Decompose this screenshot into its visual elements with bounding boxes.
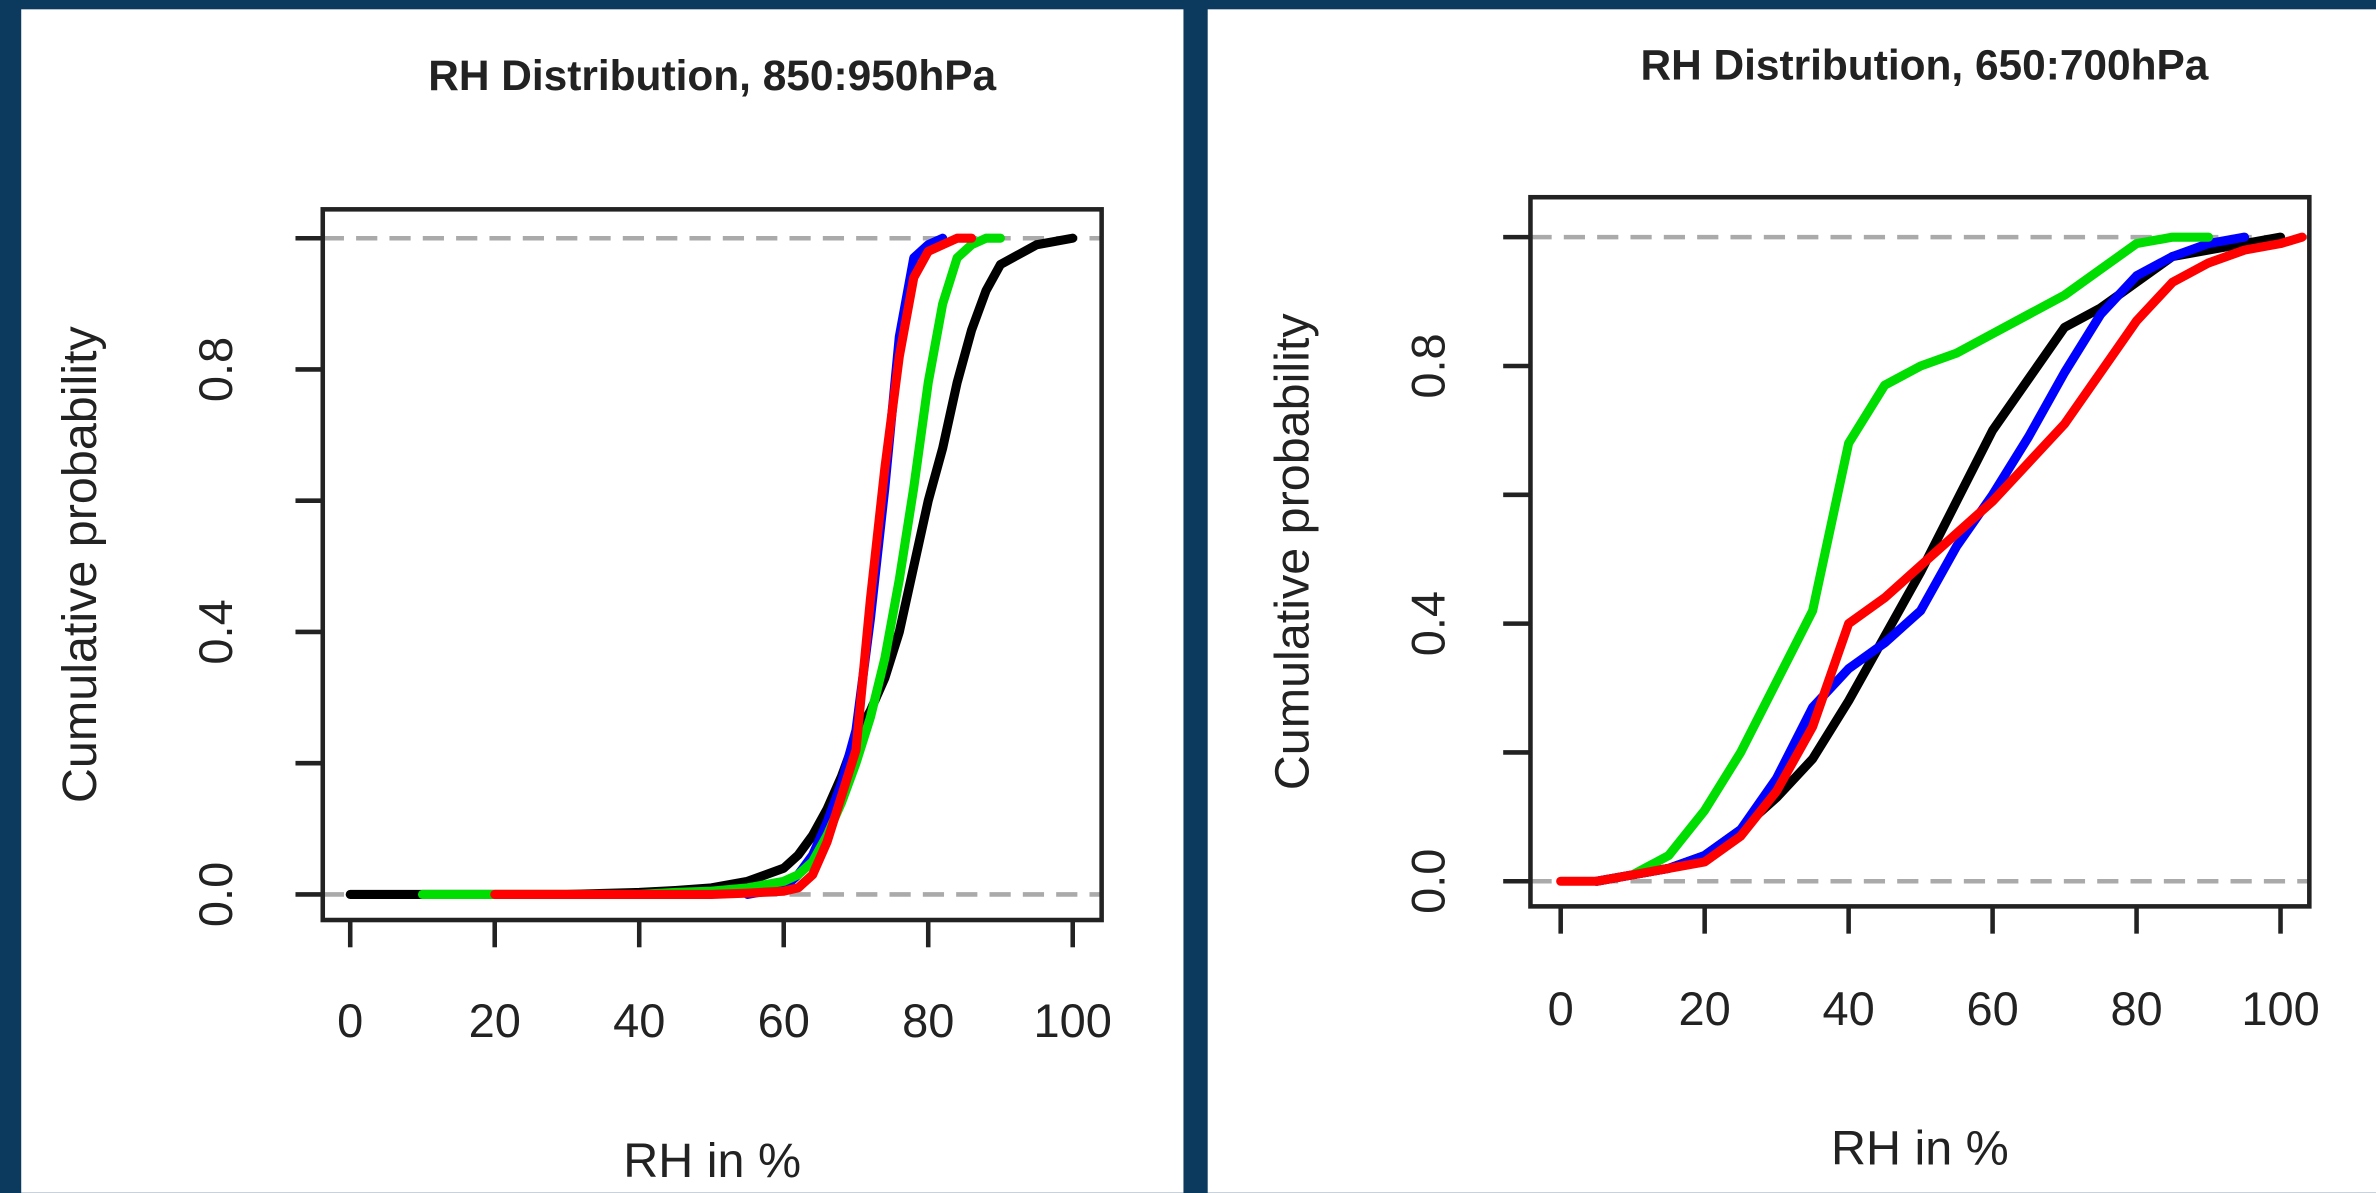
x-tick-label: 100 — [1034, 994, 1112, 1047]
x-tick-label: 20 — [469, 994, 521, 1047]
y-tick-label: 0.4 — [189, 599, 242, 664]
plot-box — [1528, 194, 2312, 909]
y-axis-label: Cumulative probability — [53, 326, 107, 804]
chart-title: RH Distribution, 650:700hPa — [1640, 42, 2208, 89]
x-tick-label: 60 — [758, 994, 810, 1047]
x-tick-label: 80 — [902, 994, 954, 1047]
x-tick-label: 80 — [2110, 982, 2162, 1035]
x-axis-label: RH in % — [1831, 1122, 2009, 1176]
panel — [1207, 9, 2376, 1193]
cdf-line — [1556, 232, 2307, 886]
y-tick-label: 0.0 — [189, 862, 242, 927]
x-axis-label: RH in % — [623, 1134, 801, 1188]
chart-title: RH Distribution, 850:950hPa — [428, 52, 996, 99]
y-axis-label: Cumulative probability — [1265, 313, 1319, 791]
x-tick-label: 0 — [1548, 982, 1574, 1035]
x-tick-label: 100 — [2241, 982, 2319, 1035]
y-tick-label: 0.4 — [1401, 591, 1454, 656]
y-tick-label: 0.8 — [189, 337, 242, 402]
x-tick-label: 0 — [337, 994, 363, 1047]
y-tick-label: 0.8 — [1401, 333, 1454, 398]
x-tick-label: 60 — [1966, 982, 2018, 1035]
plot-box — [320, 207, 1104, 923]
panel — [21, 9, 1184, 1193]
cdf-line — [1592, 232, 2250, 886]
cdf-line — [1628, 232, 2214, 880]
x-tick-label: 40 — [613, 994, 665, 1047]
x-tick-label: 20 — [1679, 982, 1731, 1035]
cdf-line — [490, 233, 977, 899]
x-tick-label: 40 — [1823, 982, 1875, 1035]
y-tick-label: 0.0 — [1401, 849, 1454, 914]
